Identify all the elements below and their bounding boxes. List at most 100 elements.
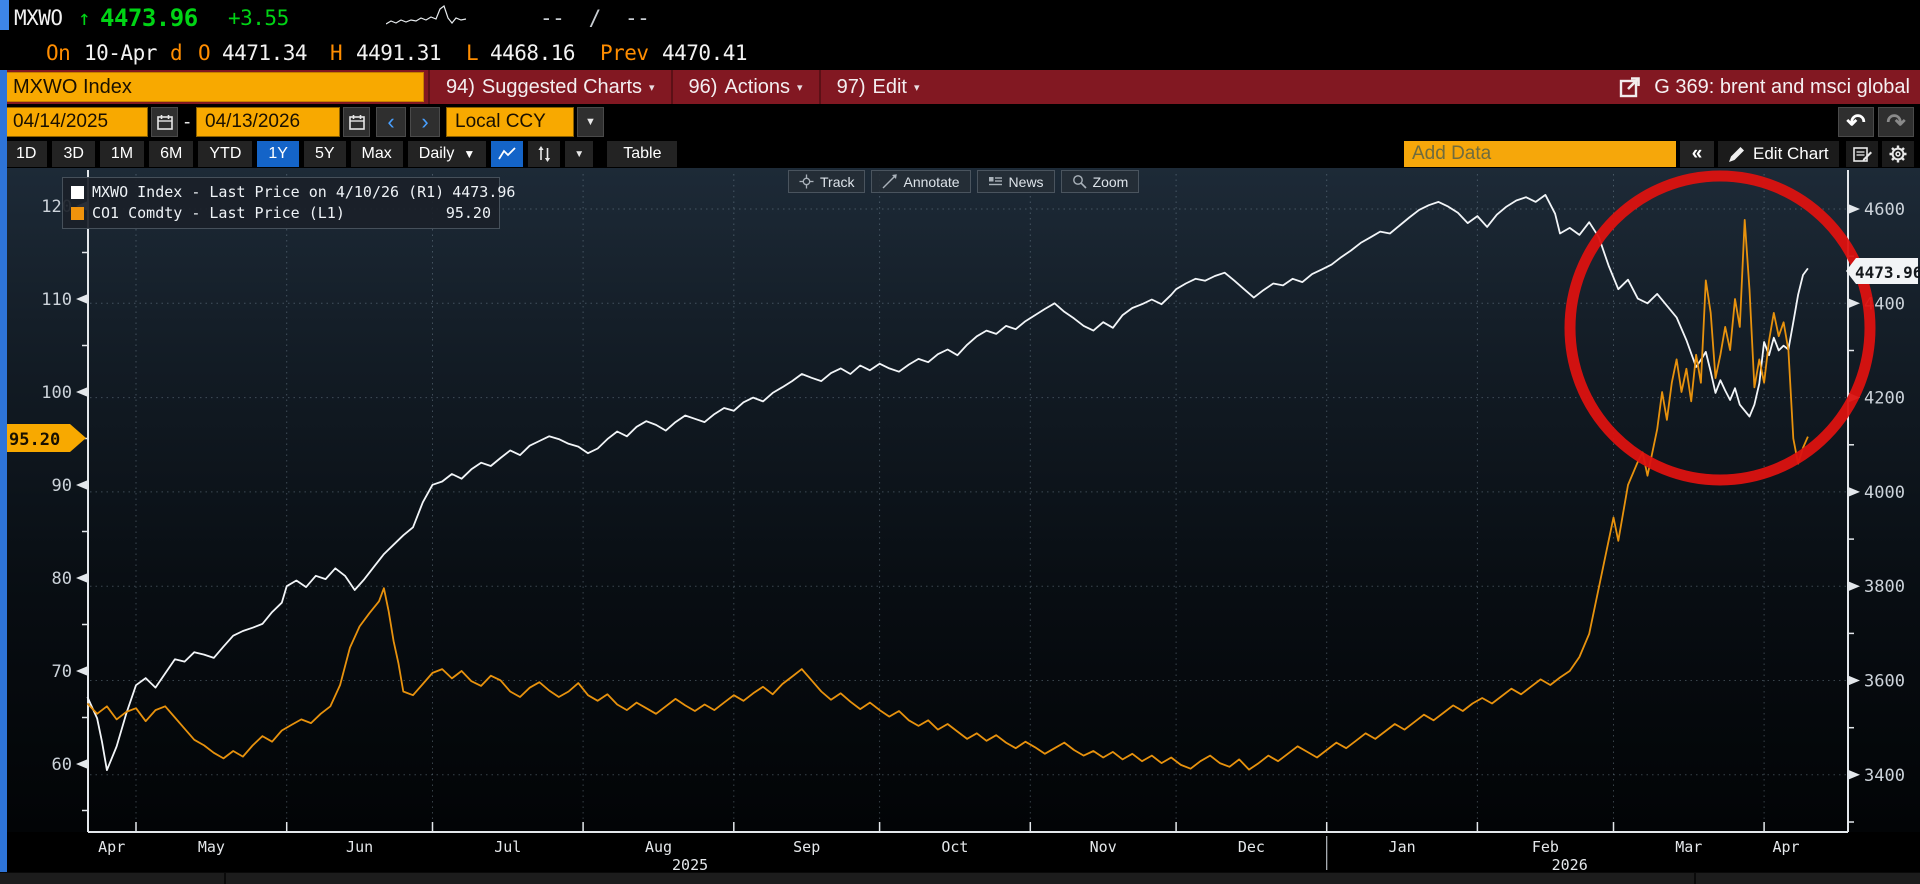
command-menus: 94) Suggested Charts ▾ 96) Actions ▾ 97) Edit ▾ <box>428 70 935 104</box>
left-axis-tick-label: 90 <box>52 476 72 496</box>
left-tick-arrow <box>76 759 88 769</box>
edit-chart-button[interactable]: Edit Chart <box>1718 141 1839 167</box>
month-label: Apr <box>1772 838 1799 856</box>
year-label: 2025 <box>672 856 708 874</box>
range-back-button[interactable]: ‹ <box>376 107 406 137</box>
range-button-5Y[interactable]: 5Y <box>303 141 346 167</box>
menu-key: 96) <box>688 75 718 98</box>
zoom-label: Zoom <box>1092 173 1129 190</box>
prev-label: Prev <box>600 41 649 65</box>
menu-label: Edit <box>872 75 907 98</box>
period-select[interactable]: Daily ▼ <box>407 141 487 167</box>
add-data-input[interactable]: Add Data <box>1404 141 1676 167</box>
redo-button[interactable]: ↷ <box>1878 107 1914 137</box>
right-price-badge-value: 4473.96 <box>1855 263 1920 282</box>
right-tick-arrow <box>1848 675 1860 686</box>
range-button-1D[interactable]: 1D <box>5 141 48 167</box>
left-price-badge-value: 95.20 <box>9 430 60 450</box>
chart-notes-button[interactable] <box>1846 141 1878 167</box>
year-label: 2026 <box>1552 856 1588 874</box>
end-date-input[interactable]: 04/13/2026 <box>196 107 340 137</box>
left-tick-arrow <box>76 666 88 676</box>
chart-tool-buttons: Track Annotate News Zoom <box>788 170 1140 193</box>
currency-dropdown-caret[interactable]: ▼ <box>577 107 604 137</box>
range-buttons: 1D 3D 1M 6M YTD 1Y 5Y Max <box>0 141 403 167</box>
menu-edit[interactable]: 97) Edit ▾ <box>818 70 936 104</box>
low-value: 4468.16 <box>490 41 576 65</box>
legend-label: MXWO Index - Last Price on 4/10/26 (R1) <box>92 183 445 201</box>
month-label: Oct <box>941 838 968 856</box>
date-range-bar: 04/14/2025 - 04/13/2026 ‹ › Local CCY ▼ … <box>0 104 1920 140</box>
range-button-1Y[interactable]: 1Y <box>257 141 299 167</box>
range-button-3D[interactable]: 3D <box>52 141 95 167</box>
news-button[interactable]: News <box>976 170 1055 193</box>
status-bar <box>0 872 1920 884</box>
status-bar-divider <box>1694 873 1696 884</box>
prev-value: 4470.41 <box>662 41 748 65</box>
month-label: Nov <box>1090 838 1117 856</box>
menu-key: 94) <box>446 75 475 98</box>
chart-type-dropdown[interactable]: ▼ <box>565 141 594 167</box>
external-link-icon <box>1620 77 1641 98</box>
chart-reference[interactable]: G 369: brent and msci global <box>1618 70 1910 104</box>
line-chart-type-button[interactable] <box>491 141 524 167</box>
range-button-Max[interactable]: Max <box>350 141 403 167</box>
left-axis-tick-label: 80 <box>52 569 72 589</box>
month-label: Sep <box>793 838 820 856</box>
menu-label: Suggested Charts <box>481 75 643 98</box>
table-button[interactable]: Table <box>607 141 678 167</box>
legend-row-1[interactable]: CO1 Comdty - Last Price (L1) 95.20 <box>71 204 491 222</box>
right-axis-tick-label: 3600 <box>1864 672 1905 692</box>
left-axis-tick-label: 110 <box>41 290 72 310</box>
last-price: 4473.96 <box>100 4 198 32</box>
right-tick-arrow <box>1848 204 1860 214</box>
start-date-input[interactable]: 04/14/2025 <box>4 107 148 137</box>
ticker-input[interactable]: MXWO Index <box>2 72 424 102</box>
news-label: News <box>1008 173 1044 190</box>
range-forward-button[interactable]: › <box>410 107 440 137</box>
range-button-YTD[interactable]: YTD <box>198 141 253 167</box>
currency-select[interactable]: Local CCY <box>446 107 574 137</box>
legend-label: CO1 Comdty - Last Price (L1) <box>92 204 345 222</box>
menu-suggested-charts[interactable]: 94) Suggested Charts ▾ <box>428 70 671 104</box>
month-label: Jan <box>1389 838 1416 856</box>
note-edit-icon <box>1852 146 1872 162</box>
gear-icon <box>1889 145 1907 163</box>
legend-row-0[interactable]: MXWO Index - Last Price on 4/10/26 (R1) 4… <box>71 183 515 201</box>
collapse-panel-button[interactable]: « <box>1680 141 1714 167</box>
start-date-calendar-button[interactable] <box>151 107 178 137</box>
menu-label: Actions <box>724 75 791 98</box>
annotate-pencil-icon <box>882 174 898 189</box>
chevron-down-icon: ▾ <box>797 81 803 94</box>
left-tick-arrow <box>76 480 88 490</box>
legend-swatch <box>71 206 84 220</box>
period-label: Daily <box>418 145 455 162</box>
command-bar: MXWO Index 94) Suggested Charts ▾ 96) Action… <box>0 70 1920 104</box>
zoom-button[interactable]: Zoom <box>1060 170 1140 193</box>
calendar-icon <box>156 115 173 130</box>
series-mxwo <box>86 194 1809 771</box>
range-button-6M[interactable]: 6M <box>149 141 194 167</box>
right-price-badge-shape <box>1846 258 1918 284</box>
end-date-calendar-button[interactable] <box>343 107 370 137</box>
left-axis-tick-label: 60 <box>52 755 72 775</box>
range-button-1M[interactable]: 1M <box>99 141 145 167</box>
annotate-button[interactable]: Annotate <box>871 170 971 193</box>
left-tick-arrow <box>76 294 88 304</box>
up-arrow-icon: ↑ <box>78 6 91 30</box>
event-flow-button[interactable] <box>528 141 561 167</box>
edit-chart-label: Edit Chart <box>1753 144 1829 163</box>
right-axis-tick-label: 3400 <box>1864 766 1905 786</box>
left-tick-arrow <box>76 387 88 397</box>
open-value: 4471.34 <box>222 41 308 65</box>
left-price-badge-shape <box>4 424 86 452</box>
track-button[interactable]: Track <box>788 170 866 193</box>
chart-settings-button[interactable] <box>1882 141 1914 167</box>
chart-legend[interactable]: MXWO Index - Last Price on 4/10/26 (R1) 4… <box>62 177 515 229</box>
undo-button[interactable]: ↶ <box>1838 107 1874 137</box>
menu-actions[interactable]: 96) Actions ▾ <box>670 70 819 104</box>
session-on-label: On <box>46 41 71 65</box>
ticker-symbol: MXWO <box>14 6 63 30</box>
red-circle-annotation <box>1564 170 1876 486</box>
